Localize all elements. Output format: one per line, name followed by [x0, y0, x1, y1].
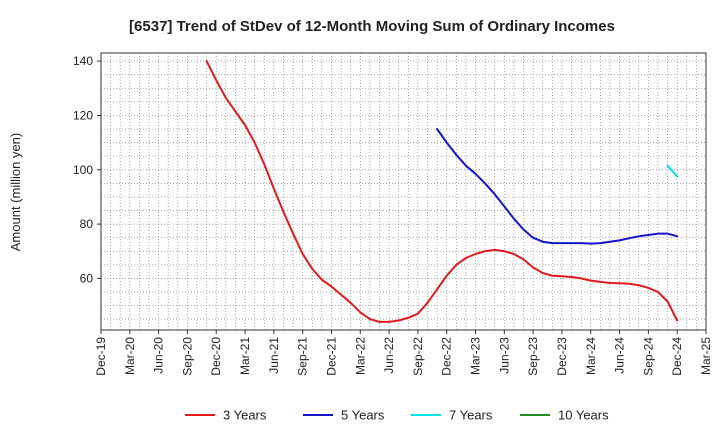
x-tick-label: Sep-23: [526, 337, 540, 376]
y-tick-label: 120: [73, 108, 93, 122]
y-tick-label: 80: [80, 217, 94, 231]
x-tick-label: Jun-23: [497, 337, 511, 374]
plot-area: [100, 52, 707, 331]
x-axis: Dec-19 Mar-20 Jun-20 Sep-20 Dec-20 Mar-21 Jun-…: [94, 330, 713, 376]
legend: 3 Years 5 Years 7 Years 10 Years: [185, 408, 609, 423]
y-tick-label: 100: [73, 163, 93, 177]
legend-label: 5 Years: [341, 408, 385, 423]
legend-label: 7 Years: [449, 408, 493, 423]
x-tick-label: Mar-25: [699, 337, 713, 375]
x-tick-label: Dec-23: [555, 337, 569, 376]
series-line-3-years: [205, 60, 679, 323]
series-line-7-years: [666, 164, 679, 178]
x-tick-label: Dec-19: [94, 337, 108, 376]
x-tick-label: Mar-23: [469, 337, 483, 375]
x-tick-label: Jun-21: [267, 337, 281, 374]
x-tick-label: Sep-24: [641, 337, 655, 376]
y-axis: 60 80 100 120 140: [73, 54, 101, 285]
x-tick-label: Dec-20: [209, 337, 223, 376]
y-axis-label: Amount (million yen): [8, 133, 23, 252]
x-tick-label: Jun-22: [382, 337, 396, 374]
x-tick-label: Mar-22: [353, 337, 367, 375]
legend-label: 3 Years: [223, 408, 267, 423]
legend-label: 10 Years: [558, 408, 609, 423]
x-tick-label: Mar-24: [584, 337, 598, 375]
x-tick-label: Dec-22: [440, 337, 454, 376]
grid: [101, 53, 706, 330]
x-tick-label: Dec-21: [324, 337, 338, 376]
series-lines: [205, 60, 679, 323]
x-tick-label: Jun-24: [613, 337, 627, 374]
chart-title: [6537] Trend of StDev of 12-Month Moving…: [129, 18, 615, 35]
x-tick-label: Mar-21: [238, 337, 252, 375]
x-tick-label: Dec-24: [670, 337, 684, 376]
x-tick-label: Jun-20: [152, 337, 166, 374]
x-tick-label: Sep-21: [296, 337, 310, 376]
x-tick-label: Mar-20: [123, 337, 137, 375]
x-tick-label: Sep-22: [411, 337, 425, 376]
series-line-5-years: [436, 128, 679, 245]
y-tick-label: 60: [80, 271, 94, 285]
x-tick-label: Sep-20: [180, 337, 194, 376]
y-tick-label: 140: [73, 54, 93, 68]
